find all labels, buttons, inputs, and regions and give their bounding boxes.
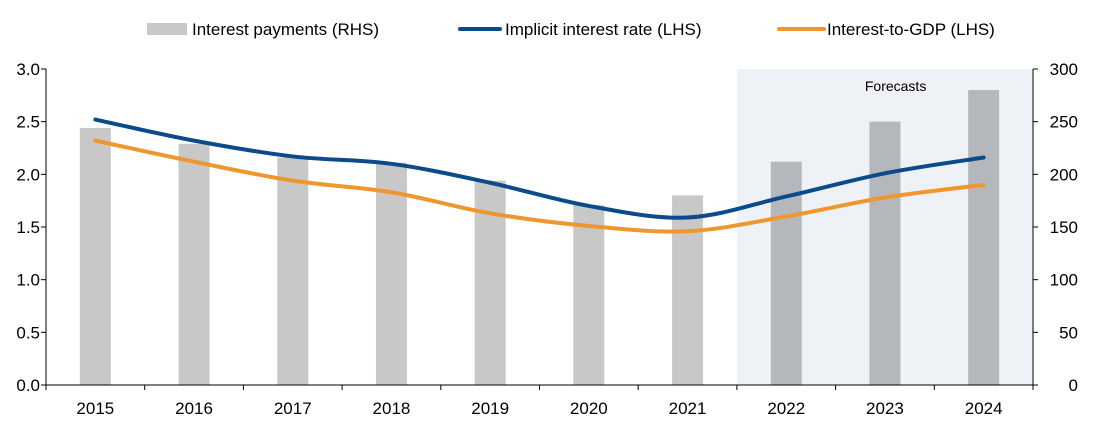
legend-interest-payments: Interest payments (RHS): [147, 20, 379, 39]
bar-interest-payments-2024: [968, 90, 1000, 386]
tick-label-right: 250: [1050, 113, 1078, 132]
tick-label-x-2016: 2016: [175, 399, 213, 418]
tick-label-left: 3.0: [16, 60, 40, 79]
tick-label-x-2019: 2019: [471, 399, 509, 418]
tick-label-right: 300: [1050, 60, 1078, 79]
tick-label-right: 100: [1050, 271, 1078, 290]
legend-label: Interest-to-GDP (LHS): [827, 20, 995, 39]
tick-label-left: 1.0: [16, 271, 40, 290]
lines-layer: [93, 117, 986, 234]
line-interest-to-gdp: [93, 138, 986, 234]
tick-label-x-2022: 2022: [767, 399, 805, 418]
legend-implicit-interest-rate: Implicit interest rate (LHS): [458, 20, 702, 39]
bar-interest-payments-2016: [178, 143, 210, 385]
legend-label: Implicit interest rate (LHS): [505, 20, 702, 39]
legend-label: Interest payments (RHS): [192, 20, 379, 39]
axes-layer: 0.0 0.5 1.0 1.5 2.0 2.5 3.0 0 50 100 150 200 250 300 2…: [16, 60, 1078, 418]
bar-interest-payments-2023: [869, 121, 901, 386]
tick-label-x-2021: 2021: [669, 399, 707, 418]
tick-label-left: 2.0: [16, 165, 40, 184]
bar-interest-payments-2015: [79, 127, 111, 385]
tick-label-x-2020: 2020: [570, 399, 608, 418]
bar-interest-payments-2017: [277, 157, 309, 385]
tick-label-right: 50: [1059, 323, 1078, 342]
tick-label-left: 1.5: [16, 218, 40, 237]
bar-interest-payments-2021: [672, 195, 704, 385]
tick-label-x-2015: 2015: [76, 399, 114, 418]
tick-label-right: 0: [1069, 376, 1078, 395]
legend-interest-to-gdp: Interest-to-GDP (LHS): [777, 20, 995, 39]
legend: Interest payments (RHS) Implicit interest…: [147, 20, 995, 39]
line-implicit-interest-rate: [93, 117, 986, 220]
bar-interest-payments-2018: [375, 162, 407, 385]
tick-label-left: 0.5: [16, 323, 40, 342]
tick-label-x-2023: 2023: [866, 399, 904, 418]
tick-label-left: 2.5: [16, 113, 40, 132]
bar-interest-payments-2020: [573, 204, 605, 385]
forecast-label: Forecasts: [865, 78, 926, 94]
tick-label-x-2024: 2024: [965, 399, 1003, 418]
bars-layer: [79, 90, 1000, 386]
legend-swatch-bar: [147, 23, 187, 35]
tick-label-x-2018: 2018: [373, 399, 411, 418]
tick-label-left: 0.0: [16, 376, 40, 395]
tick-label-right: 200: [1050, 165, 1078, 184]
tick-label-x-2017: 2017: [274, 399, 312, 418]
tick-label-right: 150: [1050, 218, 1078, 237]
